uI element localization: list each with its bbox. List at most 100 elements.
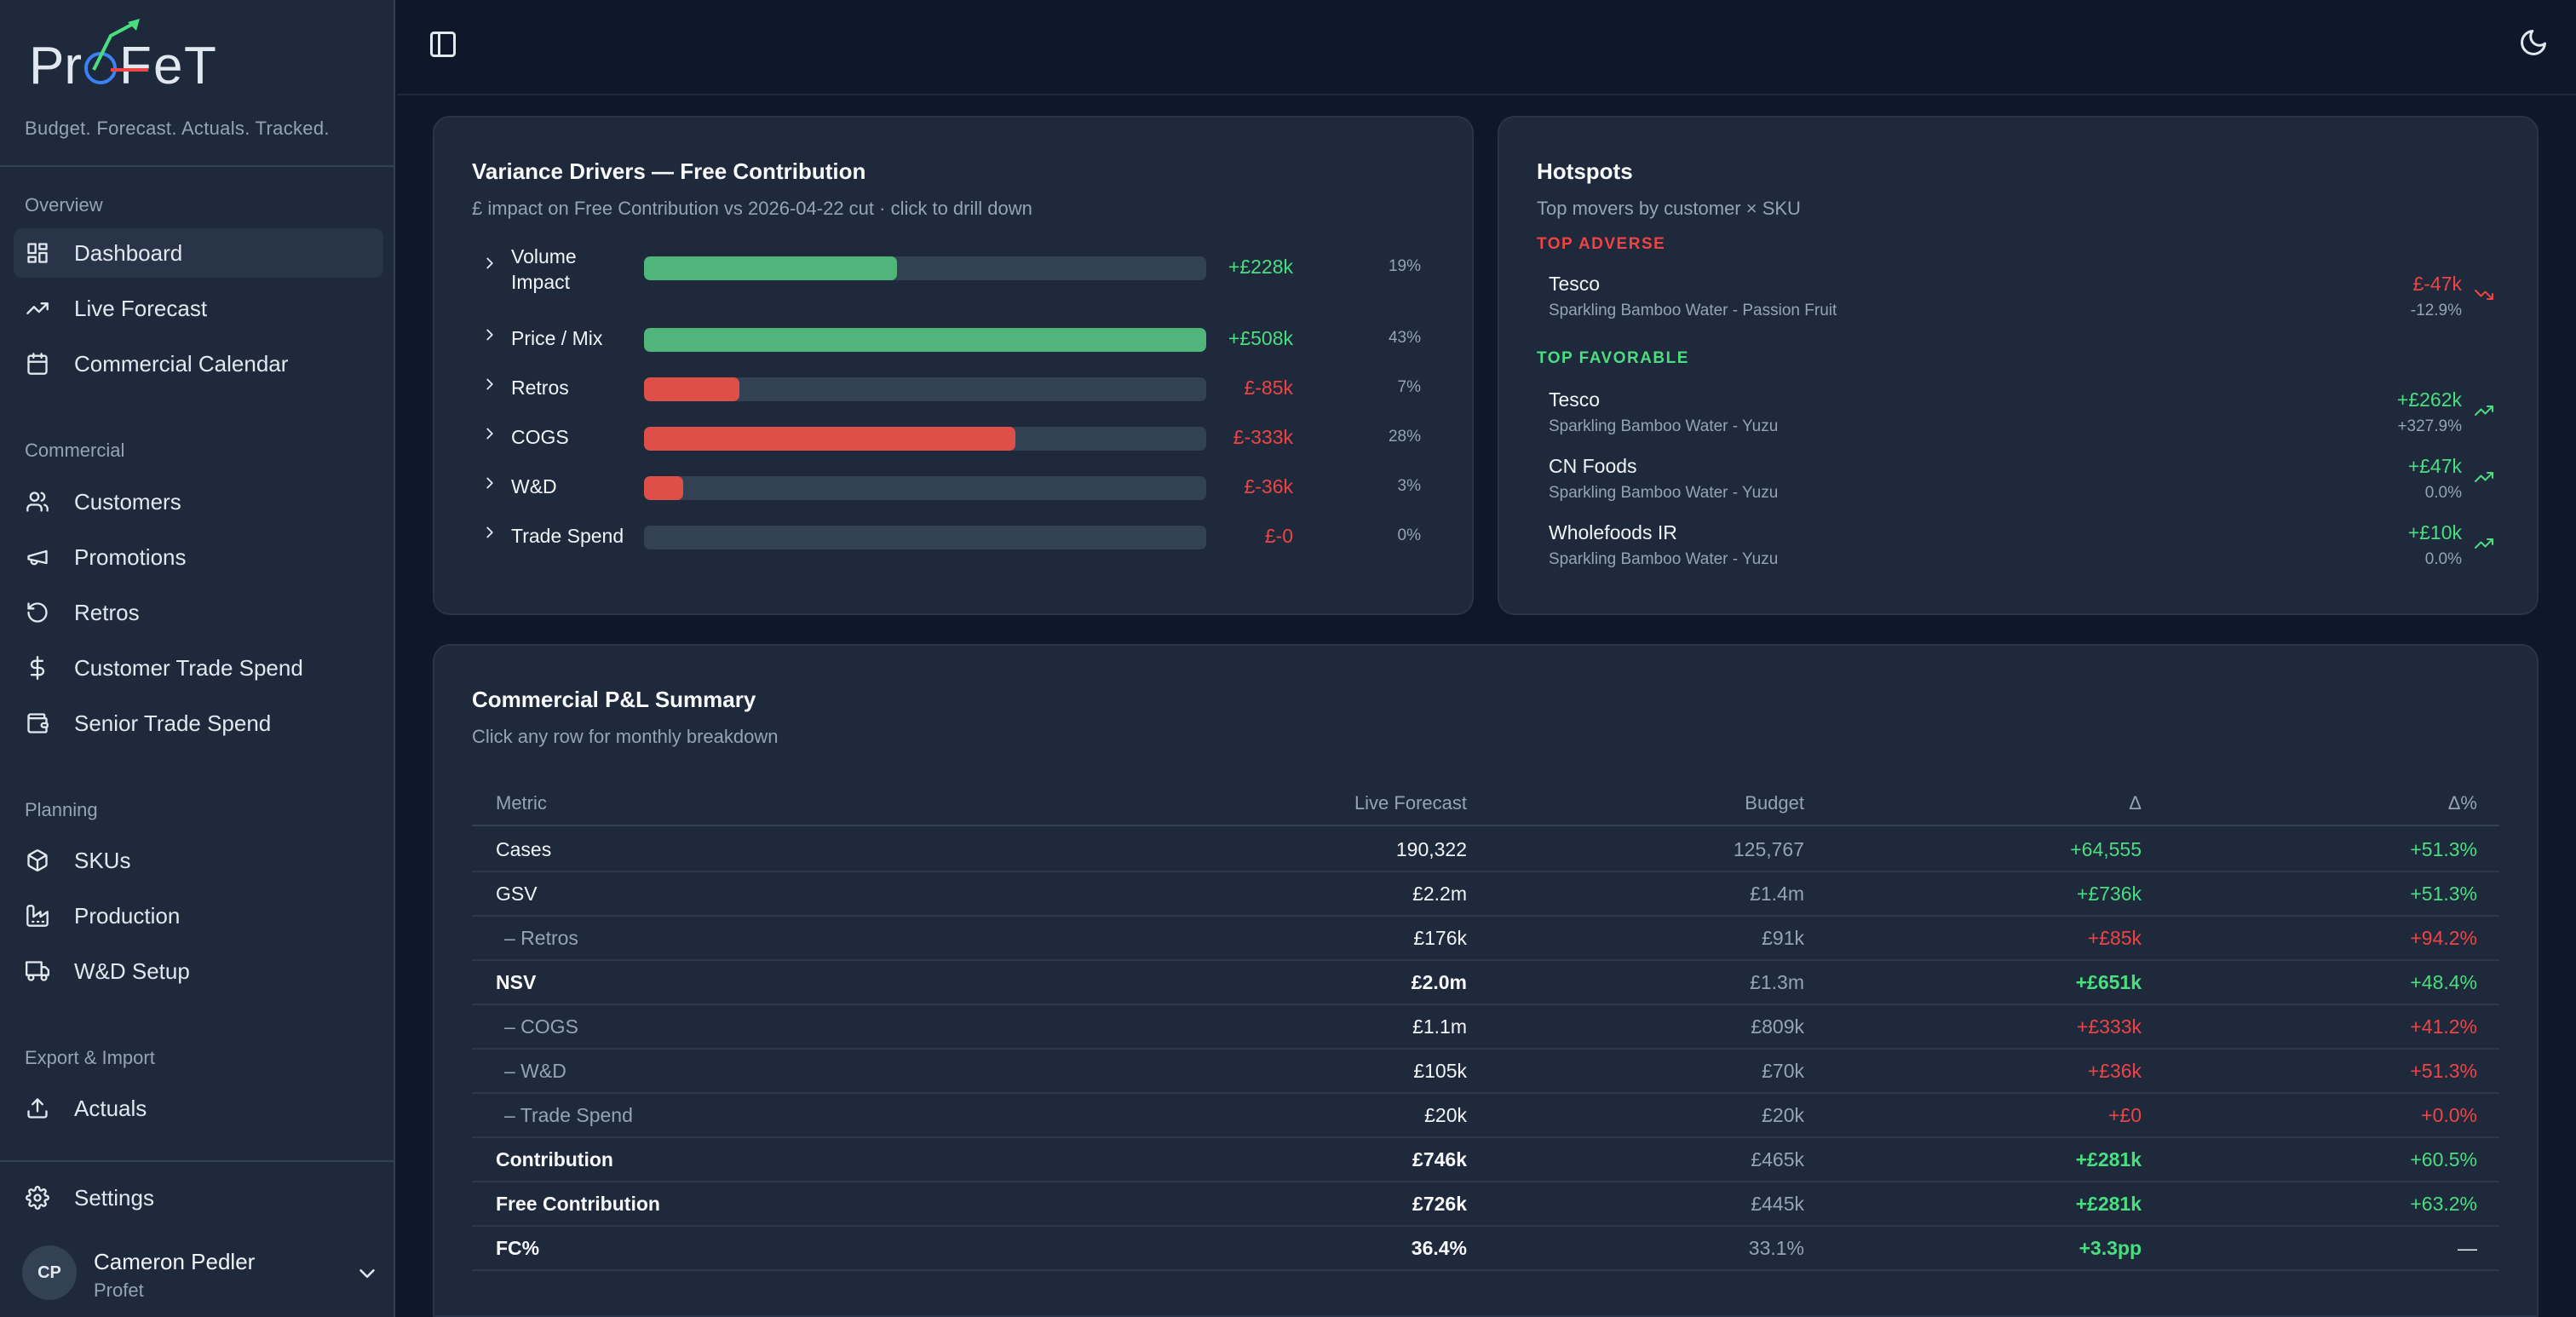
nav-commercial-calendar[interactable]: Commercial Calendar bbox=[14, 339, 383, 388]
driver-row[interactable]: W&D £-36k 3% bbox=[472, 463, 1443, 506]
driver-share-pct: 3% bbox=[1397, 477, 1421, 495]
hotspot-item[interactable]: CN Foods Sparkling Bamboo Water - Yuzu +£4… bbox=[1549, 455, 2494, 509]
driver-bar-fill bbox=[644, 256, 897, 280]
chevron-down-icon[interactable] bbox=[354, 1261, 380, 1286]
row-delta-pct: — bbox=[2458, 1237, 2477, 1259]
col-budget[interactable]: Budget bbox=[1745, 792, 1804, 814]
chevron-right-icon bbox=[486, 428, 493, 440]
driver-row[interactable]: Price / Mix +£508k 43% bbox=[472, 315, 1443, 358]
row-delta-pct: +94.2% bbox=[2410, 927, 2477, 949]
row-live-forecast: £176k bbox=[1413, 927, 1467, 949]
driver-share-pct: 0% bbox=[1397, 526, 1421, 544]
table-row[interactable]: FC% 36.4% 33.1% +3.3pp — bbox=[472, 1227, 2499, 1271]
row-delta: +£333k bbox=[2076, 1015, 2142, 1038]
card-subtitle: Click any row for monthly breakdown bbox=[472, 726, 779, 747]
hotspot-customer: Wholefoods IR bbox=[1549, 521, 1677, 543]
nav-senior-trade-spend[interactable]: Senior Trade Spend bbox=[14, 699, 383, 748]
row-delta-pct: +48.4% bbox=[2410, 971, 2477, 993]
driver-value: £-36k bbox=[1244, 475, 1293, 497]
table-row[interactable]: – W&D £105k £70k +£36k +51.3% bbox=[472, 1050, 2499, 1094]
trending-up-icon bbox=[2475, 405, 2493, 416]
hotspot-pct: -12.9% bbox=[2410, 302, 2462, 319]
profet-logo[interactable]: Pr F e T bbox=[29, 17, 233, 99]
driver-row[interactable]: Retros £-85k 7% bbox=[472, 365, 1443, 407]
row-live-forecast: £105k bbox=[1413, 1060, 1467, 1082]
nav-promotions[interactable]: Promotions bbox=[14, 532, 383, 582]
nav-retros[interactable]: Retros bbox=[14, 588, 383, 637]
driver-row[interactable]: Trade Spend £-0 0% bbox=[472, 513, 1443, 555]
svg-text:e: e bbox=[153, 37, 182, 95]
hotspot-sku: Sparkling Bamboo Water - Passion Fruit bbox=[1549, 302, 1837, 319]
nav-live-forecast[interactable]: Live Forecast bbox=[14, 284, 383, 333]
row-metric: FC% bbox=[496, 1237, 540, 1259]
table-row[interactable]: Contribution £746k £465k +£281k +60.5% bbox=[472, 1138, 2499, 1182]
nav-label: Actuals bbox=[74, 1095, 147, 1121]
moon-icon[interactable] bbox=[2518, 27, 2549, 58]
factory-icon bbox=[25, 903, 50, 929]
table-row[interactable]: – COGS £1.1m £809k +£333k +41.2% bbox=[472, 1005, 2499, 1050]
driver-bar-fill bbox=[644, 328, 1206, 352]
svg-text:Pr: Pr bbox=[29, 37, 82, 95]
col-metric[interactable]: Metric bbox=[496, 792, 547, 814]
gear-icon bbox=[25, 1185, 50, 1211]
nav-actuals[interactable]: Actuals bbox=[14, 1084, 383, 1133]
driver-share-pct: 43% bbox=[1388, 329, 1421, 347]
nav-label: Dashboard bbox=[74, 239, 183, 266]
nav-wd-setup[interactable]: W&D Setup bbox=[14, 946, 383, 996]
row-budget: £1.4m bbox=[1750, 883, 1804, 905]
users-icon bbox=[25, 489, 50, 515]
row-budget: £20k bbox=[1762, 1104, 1804, 1126]
nav-label: Commercial Calendar bbox=[74, 350, 289, 377]
row-budget: 125,767 bbox=[1733, 838, 1804, 860]
col-delta-pct[interactable]: Δ% bbox=[2447, 792, 2477, 814]
driver-bar-track bbox=[644, 256, 1206, 280]
driver-bar-fill bbox=[644, 476, 684, 500]
driver-value: £-85k bbox=[1244, 377, 1293, 399]
nav-customer-trade-spend[interactable]: Customer Trade Spend bbox=[14, 643, 383, 693]
avatar: CP bbox=[22, 1245, 77, 1300]
driver-bar-track bbox=[644, 377, 1206, 401]
row-metric: Free Contribution bbox=[496, 1193, 660, 1215]
col-live-forecast[interactable]: Live Forecast bbox=[1354, 792, 1467, 814]
nav-label: Retros bbox=[74, 599, 140, 625]
tagline: Budget. Forecast. Actuals. Tracked. bbox=[25, 118, 330, 139]
driver-row[interactable]: Volume Impact +£228k 19% bbox=[472, 244, 1443, 293]
row-live-forecast: £20k bbox=[1424, 1104, 1467, 1126]
nav-production[interactable]: Production bbox=[14, 891, 383, 940]
driver-label: Price / Mix bbox=[511, 327, 603, 349]
top-bar bbox=[397, 0, 2576, 95]
row-metric: Cases bbox=[496, 838, 552, 860]
hotspot-item[interactable]: Tesco Sparkling Bamboo Water - Passion Fr… bbox=[1549, 273, 2494, 327]
megaphone-icon bbox=[25, 544, 50, 570]
nav-label: W&D Setup bbox=[74, 958, 190, 984]
svg-text:F: F bbox=[119, 37, 152, 95]
nav-skus[interactable]: SKUs bbox=[14, 836, 383, 885]
hotspot-item[interactable]: Tesco Sparkling Bamboo Water - Yuzu +£262k… bbox=[1549, 388, 2494, 443]
col-delta[interactable]: Δ bbox=[2129, 792, 2142, 814]
hotspot-pct: 0.0% bbox=[2424, 484, 2462, 502]
row-budget: £445k bbox=[1751, 1193, 1804, 1215]
driver-row[interactable]: COGS £-333k 28% bbox=[472, 414, 1443, 457]
table-row[interactable]: Cases 190,322 125,767 +64,555 +51.3% bbox=[472, 828, 2499, 872]
row-live-forecast: £2.2m bbox=[1412, 883, 1467, 905]
sidebar-toggle-icon[interactable] bbox=[428, 29, 458, 60]
table-row[interactable]: Free Contribution £726k £445k +£281k +63.2% bbox=[472, 1182, 2499, 1227]
nav-label: Settings bbox=[74, 1184, 154, 1211]
nav-customers[interactable]: Customers bbox=[14, 477, 383, 526]
upload-icon bbox=[25, 1096, 50, 1121]
table-row[interactable]: – Trade Spend £20k £20k +£0 +0.0% bbox=[472, 1094, 2499, 1138]
card-subtitle: Top movers by customer × SKU bbox=[1537, 198, 1801, 219]
nav-settings[interactable]: Settings bbox=[14, 1173, 383, 1222]
table-row[interactable]: NSV £2.0m £1.3m +£651k +48.4% bbox=[472, 961, 2499, 1005]
table-row[interactable]: – Retros £176k £91k +£85k +94.2% bbox=[472, 917, 2499, 961]
nav-label: Production bbox=[74, 902, 181, 929]
hotspot-item[interactable]: Wholefoods IR Sparkling Bamboo Water - Yu… bbox=[1549, 521, 2494, 576]
chevron-right-icon bbox=[486, 378, 493, 390]
nav-dashboard[interactable]: Dashboard bbox=[14, 228, 383, 278]
table-row[interactable]: GSV £2.2m £1.4m +£736k +51.3% bbox=[472, 872, 2499, 917]
row-delta-pct: +51.3% bbox=[2410, 838, 2477, 860]
row-metric: GSV bbox=[496, 883, 538, 905]
top-adverse-label: TOP ADVERSE bbox=[1537, 235, 1666, 253]
driver-bar-track bbox=[644, 526, 1206, 549]
user-menu[interactable]: CP Cameron Pedler Profet bbox=[22, 1245, 380, 1305]
